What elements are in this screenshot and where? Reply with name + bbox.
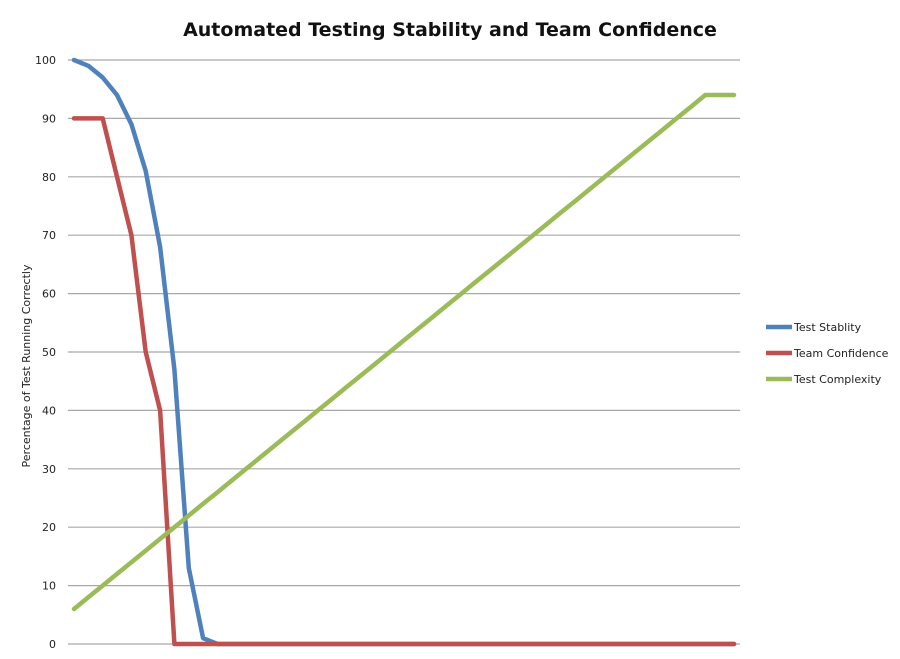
chart-title: Automated Testing Stability and Team Con… — [183, 19, 717, 41]
y-tick-label: 40 — [42, 404, 56, 417]
y-tick-label: 80 — [42, 171, 56, 184]
y-tick-label: 90 — [42, 112, 56, 125]
series-lines — [71, 57, 737, 647]
y-tick-label: 100 — [35, 54, 56, 67]
y-tick-labels: 0 10 20 30 40 50 60 70 80 90 100 — [35, 54, 56, 651]
y-tick-label: 30 — [42, 463, 56, 476]
legend-label: Team Confidence — [793, 347, 889, 360]
legend-label: Test Complexity — [793, 373, 882, 386]
y-tick-label: 70 — [42, 229, 56, 242]
y-axis-label: Percentage of Test Running Correctly — [20, 264, 33, 467]
legend-label: Test Stablity — [793, 321, 862, 334]
y-tick-label: 50 — [42, 346, 56, 359]
y-tick-label: 10 — [42, 580, 56, 593]
series-line-team-confidence — [71, 116, 737, 647]
series-line-test-complexity — [71, 92, 737, 612]
y-tick-label: 0 — [49, 638, 56, 651]
grid-lines — [68, 59, 740, 645]
y-tick-label: 60 — [42, 288, 56, 301]
y-tick-label: 20 — [42, 521, 56, 534]
legend: Test Stablity Team Confidence Test Complex… — [766, 321, 889, 386]
